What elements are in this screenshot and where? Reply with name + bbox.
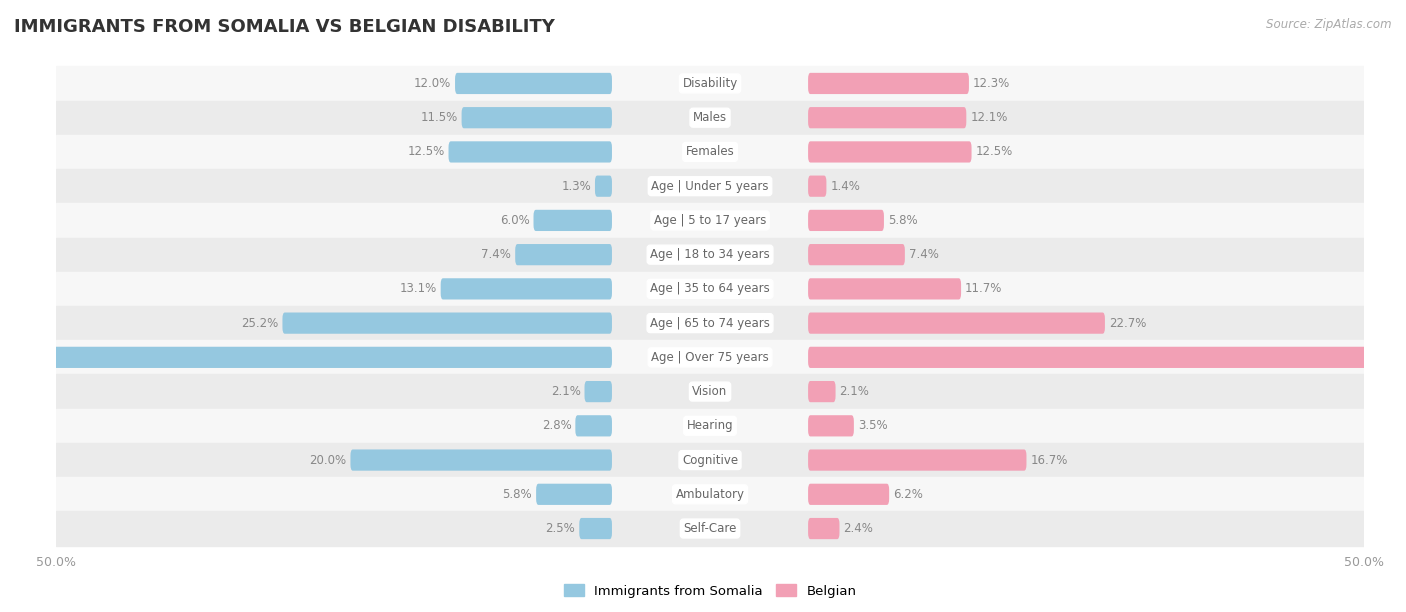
FancyBboxPatch shape [350, 449, 612, 471]
Bar [56, 66, 1364, 100]
Text: IMMIGRANTS FROM SOMALIA VS BELGIAN DISABILITY: IMMIGRANTS FROM SOMALIA VS BELGIAN DISAB… [14, 18, 555, 36]
FancyBboxPatch shape [536, 483, 612, 505]
Text: 1.4%: 1.4% [831, 180, 860, 193]
Text: 5.8%: 5.8% [887, 214, 918, 227]
FancyBboxPatch shape [808, 73, 969, 94]
Text: 6.0%: 6.0% [501, 214, 530, 227]
Text: Age | 5 to 17 years: Age | 5 to 17 years [654, 214, 766, 227]
Text: 5.8%: 5.8% [502, 488, 533, 501]
FancyBboxPatch shape [461, 107, 612, 129]
Text: Disability: Disability [682, 77, 738, 90]
FancyBboxPatch shape [808, 347, 1406, 368]
Text: 13.1%: 13.1% [399, 282, 437, 296]
FancyBboxPatch shape [808, 313, 1105, 334]
Bar [56, 512, 1364, 546]
Text: 2.5%: 2.5% [546, 522, 575, 535]
FancyBboxPatch shape [575, 415, 612, 436]
Bar [56, 100, 1364, 135]
Bar [56, 375, 1364, 409]
Text: Females: Females [686, 146, 734, 159]
FancyBboxPatch shape [808, 483, 889, 505]
FancyBboxPatch shape [808, 449, 1026, 471]
Text: 25.2%: 25.2% [242, 316, 278, 330]
Text: Ambulatory: Ambulatory [675, 488, 745, 501]
FancyBboxPatch shape [585, 381, 612, 402]
FancyBboxPatch shape [456, 73, 612, 94]
Text: 11.7%: 11.7% [965, 282, 1002, 296]
FancyBboxPatch shape [808, 518, 839, 539]
Bar [56, 306, 1364, 340]
FancyBboxPatch shape [283, 313, 612, 334]
FancyBboxPatch shape [440, 278, 612, 299]
Text: 11.5%: 11.5% [420, 111, 458, 124]
FancyBboxPatch shape [808, 244, 905, 265]
FancyBboxPatch shape [808, 210, 884, 231]
FancyBboxPatch shape [595, 176, 612, 197]
Text: 2.4%: 2.4% [844, 522, 873, 535]
FancyBboxPatch shape [0, 347, 612, 368]
Text: Age | Under 5 years: Age | Under 5 years [651, 180, 769, 193]
FancyBboxPatch shape [808, 278, 962, 299]
Text: 3.5%: 3.5% [858, 419, 887, 432]
Text: 12.5%: 12.5% [408, 146, 444, 159]
FancyBboxPatch shape [533, 210, 612, 231]
Legend: Immigrants from Somalia, Belgian: Immigrants from Somalia, Belgian [558, 579, 862, 603]
Bar [56, 135, 1364, 169]
Text: Age | Over 75 years: Age | Over 75 years [651, 351, 769, 364]
Bar [56, 477, 1364, 512]
FancyBboxPatch shape [808, 381, 835, 402]
Text: Age | 65 to 74 years: Age | 65 to 74 years [650, 316, 770, 330]
Text: 12.1%: 12.1% [970, 111, 1008, 124]
Bar [56, 237, 1364, 272]
Text: 7.4%: 7.4% [481, 248, 512, 261]
Bar [56, 409, 1364, 443]
Text: Males: Males [693, 111, 727, 124]
Text: 6.2%: 6.2% [893, 488, 922, 501]
Text: 7.4%: 7.4% [908, 248, 939, 261]
FancyBboxPatch shape [449, 141, 612, 163]
Bar [56, 272, 1364, 306]
Text: 22.7%: 22.7% [1109, 316, 1146, 330]
Text: 16.7%: 16.7% [1031, 453, 1067, 466]
FancyBboxPatch shape [579, 518, 612, 539]
Text: 2.1%: 2.1% [551, 385, 581, 398]
Text: Cognitive: Cognitive [682, 453, 738, 466]
FancyBboxPatch shape [808, 141, 972, 163]
Bar [56, 443, 1364, 477]
Text: Hearing: Hearing [686, 419, 734, 432]
FancyBboxPatch shape [808, 107, 966, 129]
Text: 12.0%: 12.0% [413, 77, 451, 90]
FancyBboxPatch shape [808, 176, 827, 197]
Text: 12.5%: 12.5% [976, 146, 1012, 159]
Text: 12.3%: 12.3% [973, 77, 1010, 90]
Text: 1.3%: 1.3% [561, 180, 591, 193]
Bar [56, 169, 1364, 203]
Text: 20.0%: 20.0% [309, 453, 346, 466]
Text: 2.8%: 2.8% [541, 419, 571, 432]
Text: Source: ZipAtlas.com: Source: ZipAtlas.com [1267, 18, 1392, 31]
Text: 2.1%: 2.1% [839, 385, 869, 398]
Bar [56, 340, 1364, 375]
Text: Age | 18 to 34 years: Age | 18 to 34 years [650, 248, 770, 261]
Text: Vision: Vision [692, 385, 728, 398]
Text: Age | 35 to 64 years: Age | 35 to 64 years [650, 282, 770, 296]
Bar [56, 203, 1364, 237]
FancyBboxPatch shape [808, 415, 853, 436]
Text: Self-Care: Self-Care [683, 522, 737, 535]
FancyBboxPatch shape [515, 244, 612, 265]
